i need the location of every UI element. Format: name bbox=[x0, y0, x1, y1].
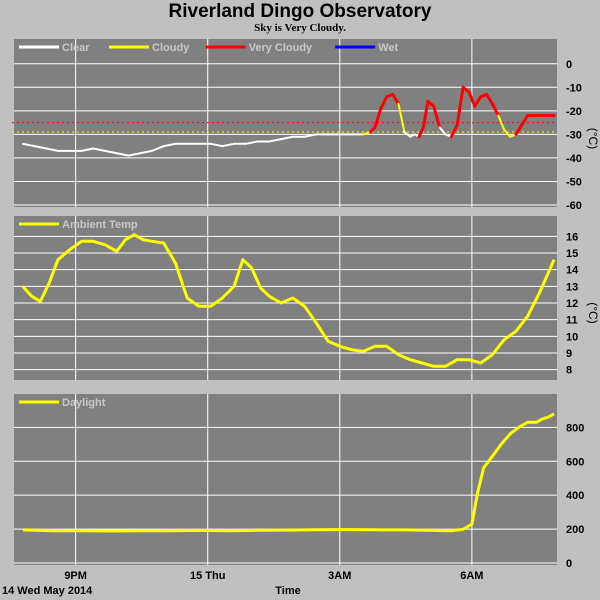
sky-ytick-label: -10 bbox=[566, 82, 582, 94]
sky-series-segment bbox=[303, 133, 318, 138]
sky-series-segment bbox=[403, 131, 412, 138]
daylight-ytick-label: 400 bbox=[566, 490, 584, 502]
x-axis-label: Time bbox=[275, 585, 300, 597]
date-label: 14 Wed May 2014 bbox=[2, 585, 93, 597]
sky-series-segment bbox=[432, 104, 442, 129]
sky-series-segment bbox=[150, 145, 165, 152]
x-tick-label: 3AM bbox=[328, 570, 351, 582]
sky-legend-very-cloudy: Very Cloudy bbox=[249, 42, 313, 54]
sky-series-segment bbox=[514, 123, 524, 136]
sky-series-segment bbox=[33, 145, 48, 150]
x-tick-label: 6AM bbox=[460, 570, 483, 582]
sky-ytick-label: -40 bbox=[566, 153, 582, 165]
sky-series-segment bbox=[115, 152, 130, 157]
sky-series-segment bbox=[373, 106, 383, 129]
sky-series-segment bbox=[162, 142, 177, 148]
sky-ytick-label: -60 bbox=[566, 200, 582, 212]
ambient-series-line bbox=[21, 233, 556, 368]
sky-series-segment bbox=[268, 138, 283, 143]
sky-series-segment bbox=[417, 125, 425, 139]
sky-series-segment bbox=[438, 126, 447, 136]
sky-ytick-label: 0 bbox=[566, 59, 572, 71]
sky-series-segment bbox=[391, 92, 401, 106]
sky-series-segment bbox=[449, 123, 459, 139]
sky-series-segment bbox=[80, 147, 95, 152]
sky-legend-cloudy: Cloudy bbox=[152, 42, 190, 54]
ambient-ytick-label: 9 bbox=[566, 348, 572, 360]
daylight-series-line bbox=[22, 412, 555, 533]
sky-series-segment bbox=[92, 147, 106, 152]
sky-ytick-label: -30 bbox=[566, 129, 582, 141]
sky-series-segment bbox=[473, 95, 483, 108]
sky-series-segment bbox=[485, 92, 494, 106]
sky-series-segment bbox=[421, 99, 430, 129]
ambient-ytick-label: 8 bbox=[566, 365, 572, 377]
ambient-ytick-label: 16 bbox=[566, 231, 578, 243]
sky-series-segment bbox=[520, 114, 530, 127]
ambient-ytick-label: 15 bbox=[566, 248, 578, 260]
ambient-ytick-label: 11 bbox=[566, 315, 578, 327]
daylight-ytick-label: 800 bbox=[566, 422, 584, 434]
daylight-ytick-label: 600 bbox=[566, 456, 584, 468]
sky-series-segment bbox=[45, 147, 60, 152]
x-tick-label: 15 Thu bbox=[190, 570, 225, 582]
daylight-legend-daylight: Daylight bbox=[62, 397, 106, 409]
sky-ylabel: (°C) bbox=[586, 128, 600, 149]
ambient-ylabel: (°C) bbox=[586, 302, 600, 323]
chart-title: Riverland Dingo Observatory bbox=[168, 1, 432, 22]
sky-series-segment bbox=[497, 114, 506, 131]
daylight-panel bbox=[14, 394, 557, 565]
x-tick-label: 9PM bbox=[64, 570, 87, 582]
sky-series-segment bbox=[397, 102, 406, 134]
ambient-legend-ambient-temp: Ambient Temp bbox=[62, 219, 138, 231]
sky-series-segment bbox=[139, 149, 153, 155]
sky-series-segment bbox=[455, 85, 465, 127]
sky-panel bbox=[14, 39, 557, 207]
sky-series-segment bbox=[221, 142, 236, 148]
sky-series-segment bbox=[21, 142, 36, 148]
sky-series-segment bbox=[467, 90, 477, 108]
daylight-ytick-label: 0 bbox=[566, 558, 572, 570]
sky-series-segment bbox=[127, 152, 142, 157]
ambient-ytick-label: 14 bbox=[566, 265, 579, 277]
sky-series-segment bbox=[503, 128, 512, 138]
sky-legend-clear: Clear bbox=[62, 42, 90, 54]
sky-legend-wet: Wet bbox=[378, 42, 398, 54]
ambient-ytick-label: 12 bbox=[566, 298, 578, 310]
daylight-ytick-label: 200 bbox=[566, 524, 584, 536]
sky-series-segment bbox=[244, 140, 259, 145]
sky-series-segment bbox=[280, 135, 294, 141]
chart-subtitle: Sky is Very Cloudy. bbox=[254, 22, 346, 34]
ambient-ytick-label: 13 bbox=[566, 281, 578, 293]
sky-series-segment bbox=[209, 142, 224, 148]
sky-ytick-label: -50 bbox=[566, 176, 582, 188]
sky-series-segment bbox=[490, 102, 500, 118]
sky-series-segment bbox=[103, 149, 118, 155]
ambient-ytick-label: 10 bbox=[566, 331, 578, 343]
sky-ytick-label: -20 bbox=[566, 106, 582, 118]
sky-series-segment bbox=[379, 95, 389, 110]
